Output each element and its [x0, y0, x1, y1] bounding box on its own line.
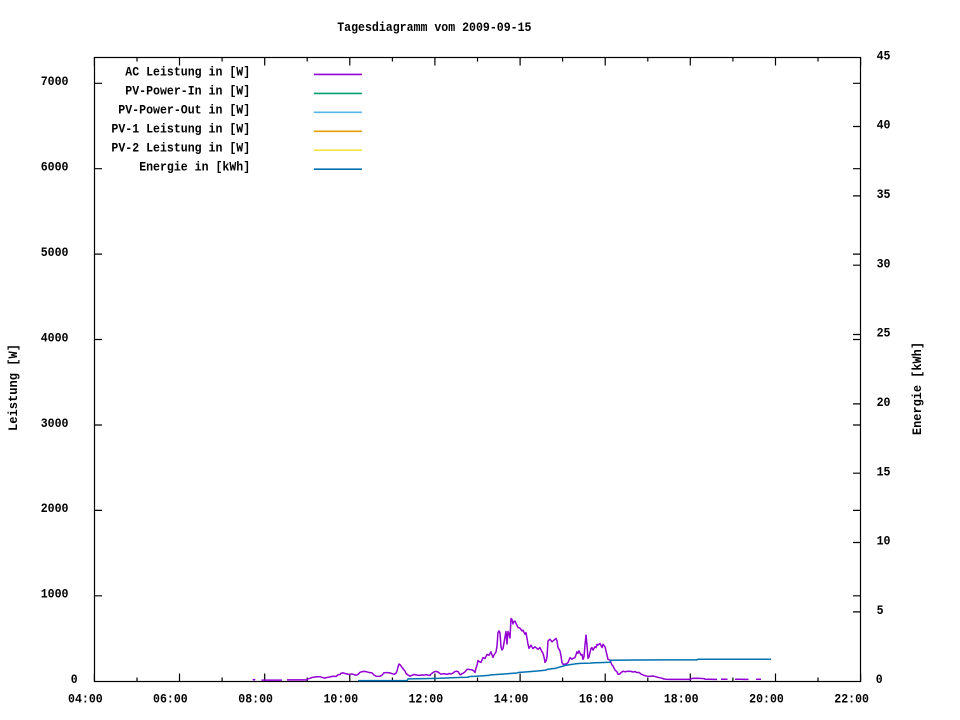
svg-text:7000: 7000 — [41, 75, 69, 89]
svg-text:PV-2 Leistung in [W]: PV-2 Leistung in [W] — [111, 141, 250, 155]
svg-text:35: 35 — [877, 188, 891, 202]
svg-text:0: 0 — [71, 673, 78, 687]
svg-text:PV-Power-In in [W]: PV-Power-In in [W] — [125, 85, 250, 99]
svg-text:PV-1 Leistung in [W]: PV-1 Leistung in [W] — [111, 122, 250, 136]
svg-text:12:00: 12:00 — [408, 692, 443, 706]
svg-text:Tagesdiagramm vom 2009-09-15: Tagesdiagramm vom 2009-09-15 — [337, 21, 531, 35]
svg-text:22:00: 22:00 — [834, 692, 869, 706]
svg-text:2000: 2000 — [41, 502, 69, 516]
svg-text:45: 45 — [877, 49, 891, 63]
svg-text:3000: 3000 — [41, 417, 69, 431]
svg-text:6000: 6000 — [41, 161, 69, 175]
svg-text:1000: 1000 — [41, 588, 69, 602]
svg-text:16:00: 16:00 — [579, 692, 614, 706]
svg-text:5000: 5000 — [41, 246, 69, 260]
svg-text:15: 15 — [877, 465, 891, 479]
svg-text:04:00: 04:00 — [68, 692, 103, 706]
svg-text:10:00: 10:00 — [323, 692, 358, 706]
svg-text:25: 25 — [877, 327, 891, 341]
svg-text:Energie in [kWh]: Energie in [kWh] — [139, 160, 250, 174]
svg-text:20:00: 20:00 — [749, 692, 784, 706]
svg-text:06:00: 06:00 — [153, 692, 188, 706]
svg-text:40: 40 — [877, 119, 891, 133]
svg-text:5: 5 — [877, 604, 884, 618]
svg-text:4000: 4000 — [41, 331, 69, 345]
svg-text:20: 20 — [877, 396, 891, 410]
svg-text:10: 10 — [877, 535, 891, 549]
svg-text:AC Leistung in [W]: AC Leistung in [W] — [125, 66, 250, 80]
svg-text:08:00: 08:00 — [238, 692, 273, 706]
svg-text:Energie [kWh]: Energie [kWh] — [911, 342, 925, 435]
svg-text:18:00: 18:00 — [664, 692, 699, 706]
svg-text:14:00: 14:00 — [494, 692, 529, 706]
svg-text:PV-Power-Out in [W]: PV-Power-Out in [W] — [118, 103, 250, 117]
svg-text:0: 0 — [876, 673, 883, 687]
svg-text:Leistung [W]: Leistung [W] — [7, 344, 21, 431]
svg-text:30: 30 — [877, 257, 891, 271]
